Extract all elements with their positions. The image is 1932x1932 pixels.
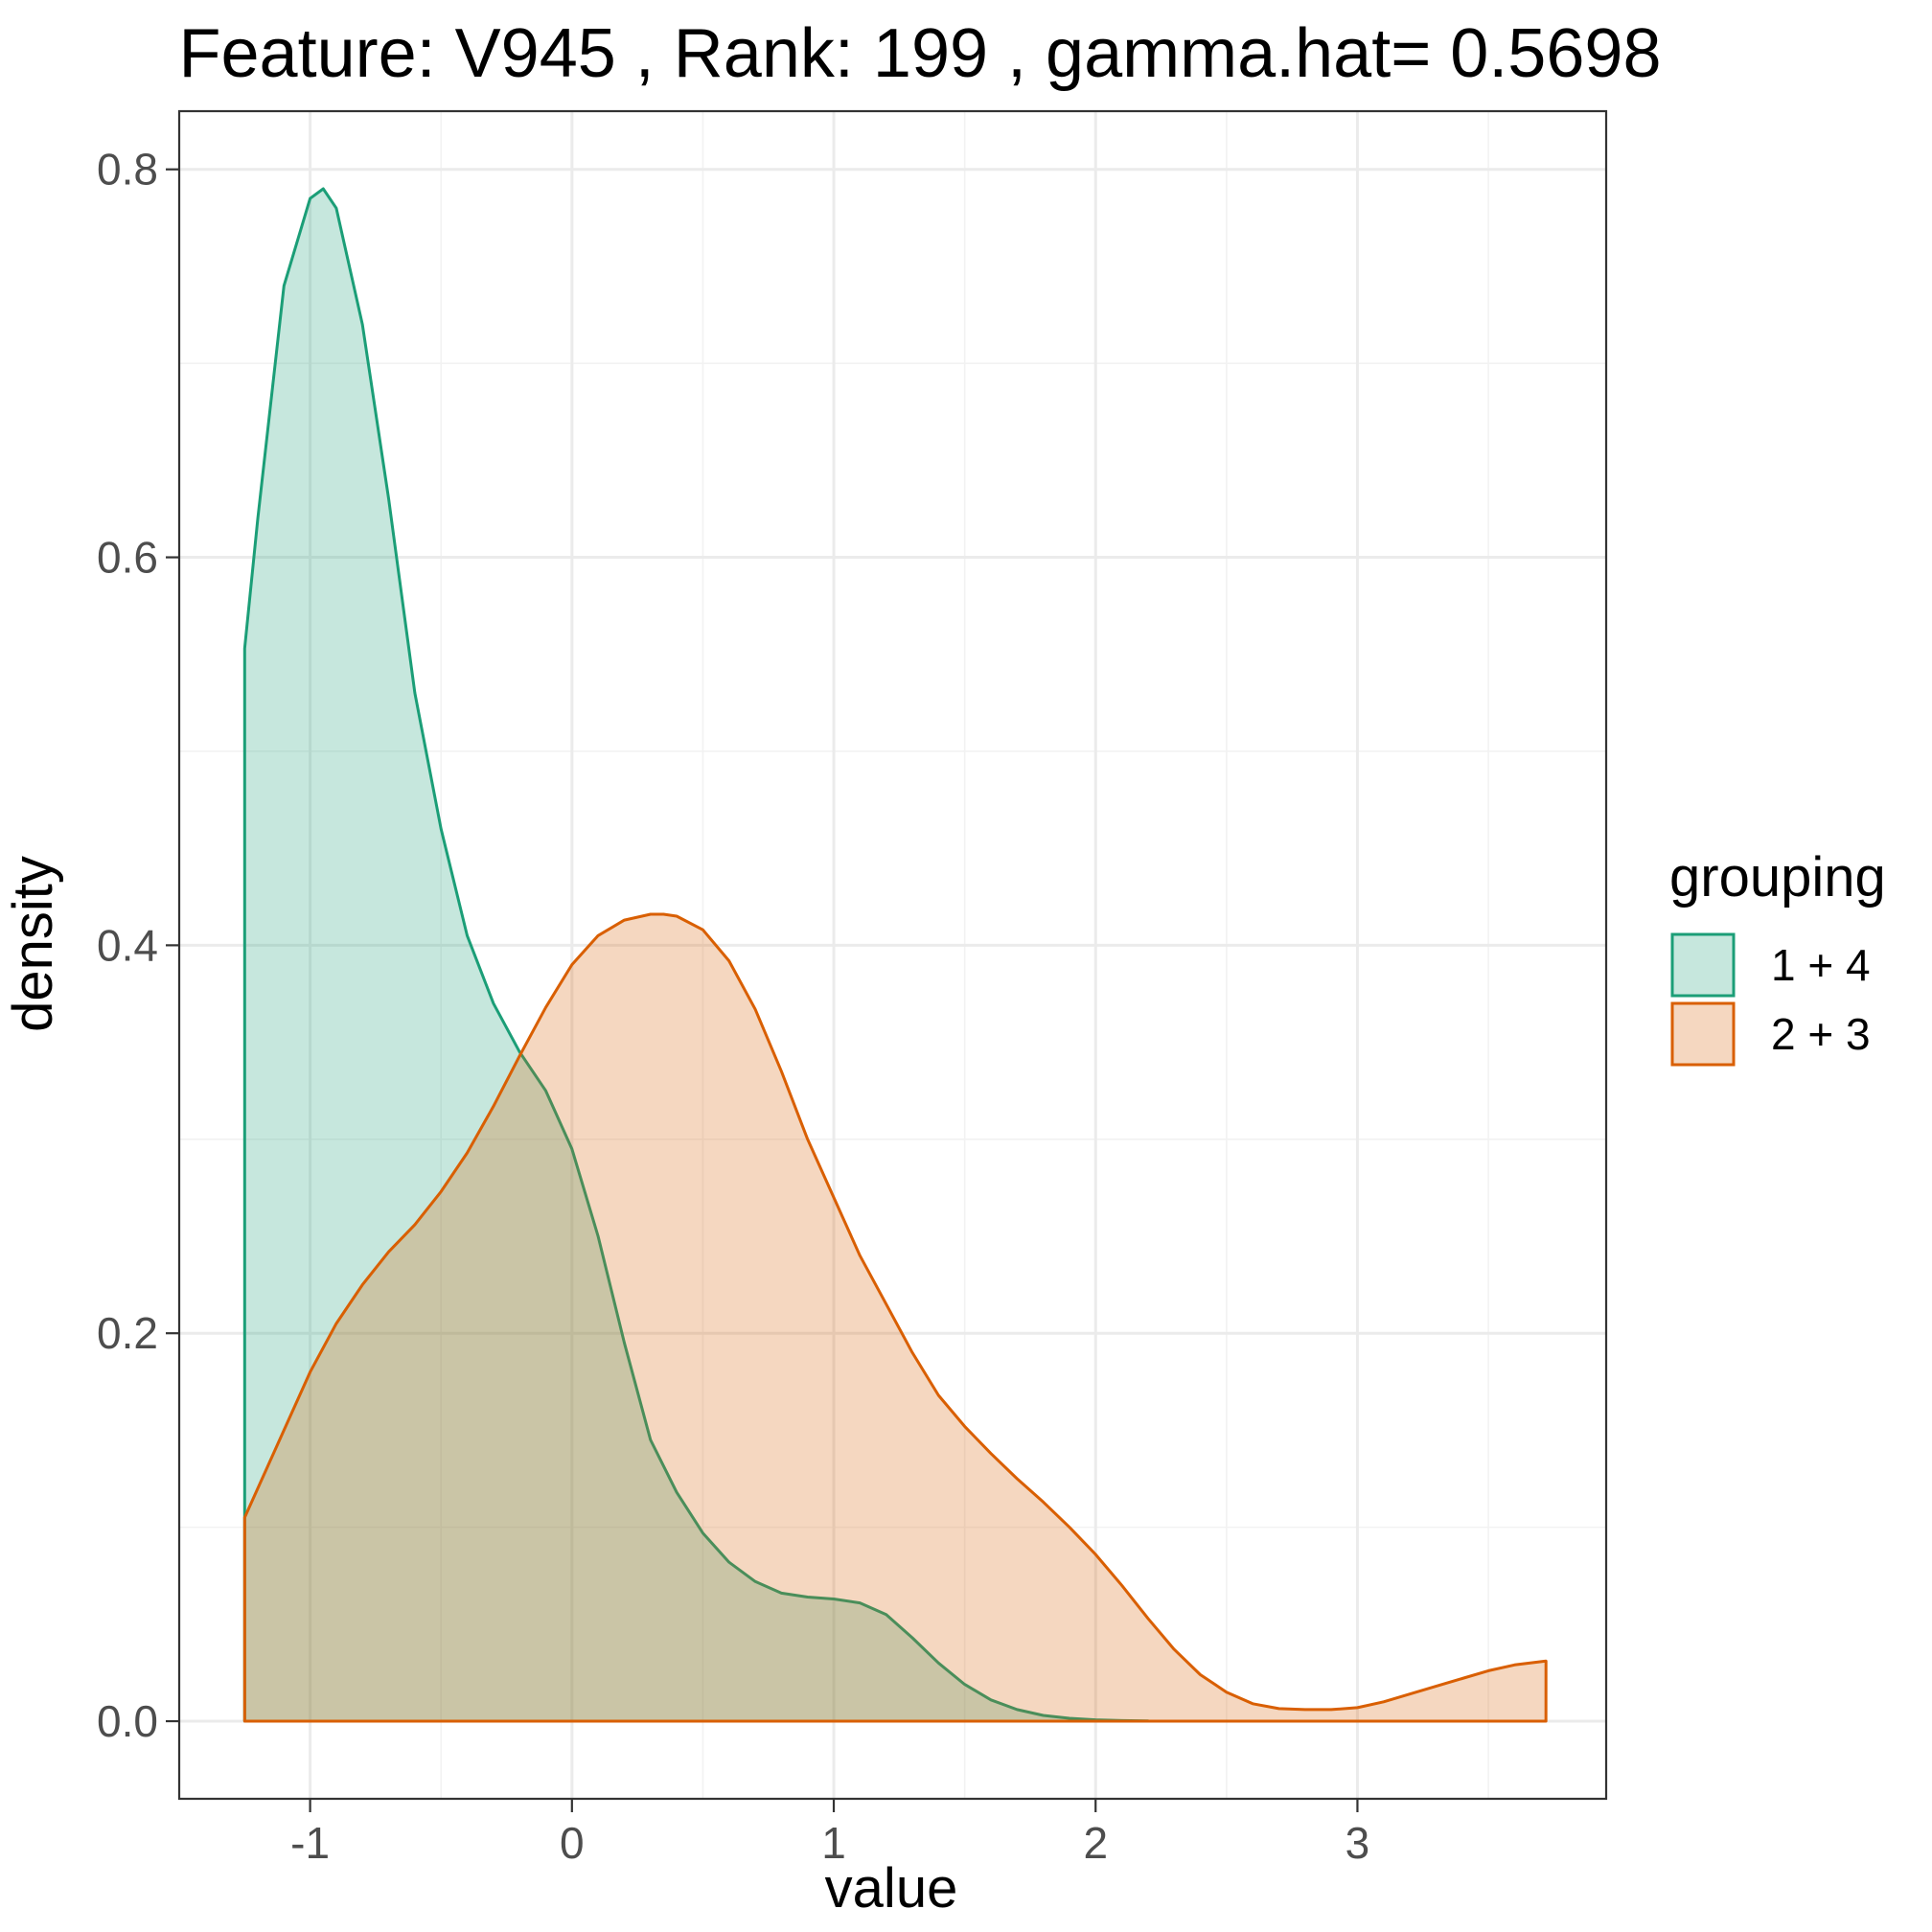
legend-key — [1670, 932, 1736, 998]
legend-item: 1 + 4 — [1670, 932, 1871, 998]
y-tick-label: 0.8 — [97, 145, 158, 195]
x-axis-title: value — [825, 1857, 958, 1920]
series-area-fill — [244, 189, 1148, 1722]
legend-label: 1 + 4 — [1771, 940, 1871, 990]
x-axis: -1 0 1 2 3 — [290, 1799, 1369, 1868]
y-tick-label: 0.6 — [97, 533, 158, 583]
gridlines — [178, 111, 1606, 1799]
panel-border — [177, 109, 1608, 1801]
legend-item: 2 + 3 — [1670, 1001, 1871, 1067]
legend: grouping 1 + 4 2 + 3 — [1669, 846, 1886, 1067]
series-layer — [242, 187, 1548, 1723]
series-density-outline — [242, 912, 1548, 1723]
plot-panel — [177, 109, 1608, 1801]
series-1 — [242, 187, 1150, 1723]
series-2 — [242, 912, 1548, 1723]
legend-title: grouping — [1669, 846, 1886, 908]
series-area-fill — [244, 914, 1547, 1722]
legend-label: 2 + 3 — [1771, 1009, 1871, 1059]
y-tick-label: 0.4 — [97, 920, 158, 970]
x-tick-label: 3 — [1346, 1818, 1370, 1868]
x-tick-label: -1 — [290, 1818, 330, 1868]
panel-background — [179, 111, 1606, 1799]
legend-items: 1 + 4 2 + 3 — [1670, 932, 1871, 1067]
legend-key — [1670, 1001, 1736, 1067]
y-tick-label: 0.2 — [97, 1308, 158, 1358]
x-tick-label: 2 — [1083, 1818, 1108, 1868]
x-tick-label: 1 — [821, 1818, 846, 1868]
y-tick-label: 0.0 — [97, 1696, 158, 1746]
series-density-outline — [242, 187, 1150, 1723]
chart-title: Feature: V945 , Rank: 199 , gamma.hat= 0… — [179, 15, 1662, 92]
x-tick-label: 0 — [560, 1818, 585, 1868]
y-axis-title: density — [2, 856, 64, 1032]
y-axis: 0.0 0.2 0.4 0.6 0.8 — [97, 145, 179, 1746]
